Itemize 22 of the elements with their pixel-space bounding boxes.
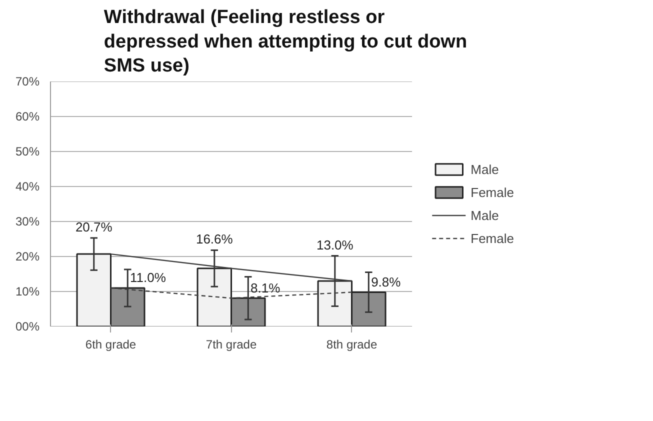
legend-label: Male: [470, 162, 499, 176]
legend-label: Male: [470, 208, 499, 222]
data-label: 11.0%: [130, 270, 166, 286]
data-label: 20.7%: [75, 219, 113, 234]
x-tick-label: 7th grade: [206, 338, 257, 352]
chart-title: Withdrawal (Feeling restless or depressed when attempting to cut down SMS use): [104, 7, 468, 76]
y-tick-label: 10%: [15, 284, 40, 298]
y-tick-label: 50%: [15, 144, 40, 158]
data-label: 8.1%: [250, 280, 281, 296]
data-label: 9.8%: [371, 274, 402, 290]
legend-label: Female: [470, 230, 514, 246]
y-tick-label: 30%: [15, 214, 40, 228]
y-tick-label: 00%: [15, 320, 40, 334]
data-label: 16.6%: [196, 232, 234, 247]
y-tick-label: 70%: [15, 74, 40, 88]
x-tick-label: 6th grade: [85, 338, 136, 352]
y-tick-label: 60%: [15, 110, 40, 124]
data-label: 13.0%: [316, 237, 354, 252]
y-tick-label: 40%: [15, 180, 40, 194]
legend-label: Female: [470, 184, 514, 200]
x-tick-label: 8th grade: [326, 338, 378, 352]
y-tick-label: 20%: [15, 250, 40, 264]
